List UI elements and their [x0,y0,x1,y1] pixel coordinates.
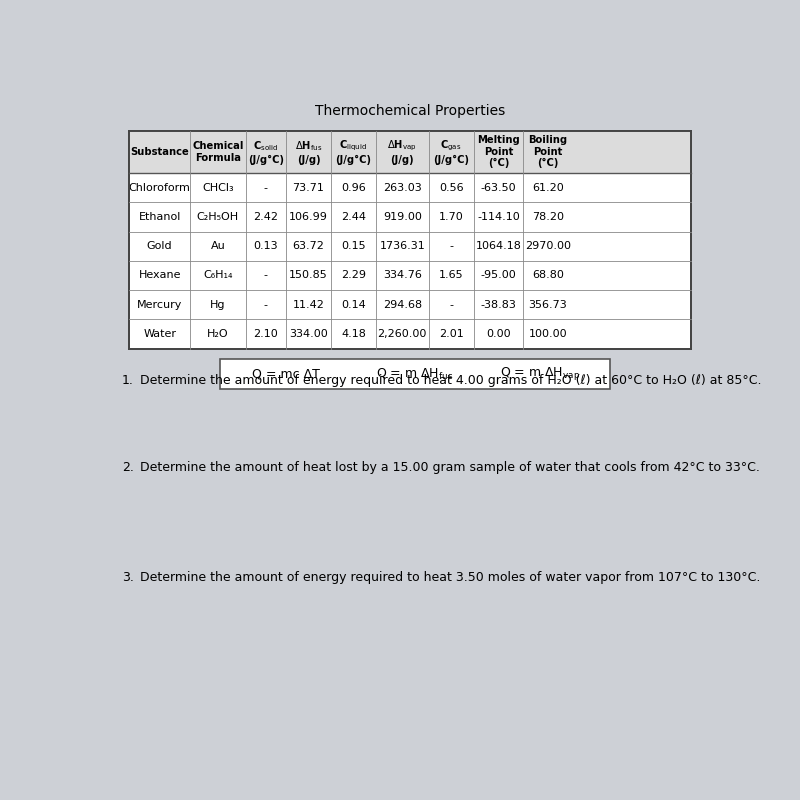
Text: 0.15: 0.15 [341,241,366,251]
Text: 150.85: 150.85 [289,270,328,281]
Text: 106.99: 106.99 [289,212,328,222]
Bar [130,130,690,173]
Text: 0.14: 0.14 [341,300,366,310]
Text: Boiling
Point
(°C): Boiling Point (°C) [528,135,567,169]
Text: C$_{\mathrm{liquid}}$
(J/g°C): C$_{\mathrm{liquid}}$ (J/g°C) [335,138,371,165]
Text: 2.10: 2.10 [254,329,278,339]
Text: H₂O: H₂O [207,329,229,339]
Text: 1.70: 1.70 [438,212,463,222]
Text: 919.00: 919.00 [383,212,422,222]
Text: Q = mc ΔT: Q = mc ΔT [253,367,320,381]
Text: Determine the amount of energy required to heat 3.50 moles of water vapor from 1: Determine the amount of energy required … [140,570,761,584]
Text: C$_{\mathrm{gas}}$
(J/g°C): C$_{\mathrm{gas}}$ (J/g°C) [433,138,469,165]
Text: CHCl₃: CHCl₃ [202,182,234,193]
Text: 0.56: 0.56 [438,182,463,193]
Bar [130,130,690,349]
Text: 11.42: 11.42 [293,300,325,310]
Text: C₆H₁₄: C₆H₁₄ [203,270,233,281]
Text: 2,260.00: 2,260.00 [378,329,427,339]
Text: 2.: 2. [122,461,134,474]
Text: 2.01: 2.01 [438,329,463,339]
Text: -38.83: -38.83 [481,300,516,310]
Text: 68.80: 68.80 [532,270,564,281]
Text: 2.29: 2.29 [341,270,366,281]
Text: Determine the amount of heat lost by a 15.00 gram sample of water that cools fro: Determine the amount of heat lost by a 1… [140,461,760,474]
Text: 73.71: 73.71 [293,182,325,193]
Text: -114.10: -114.10 [477,212,520,222]
Text: C$_{\mathrm{solid}}$
(J/g°C): C$_{\mathrm{solid}}$ (J/g°C) [248,139,284,165]
Text: 294.68: 294.68 [382,300,422,310]
Text: Q = m ΔH$_{\mathrm{vap}}$: Q = m ΔH$_{\mathrm{vap}}$ [500,366,580,382]
Text: -: - [264,300,268,310]
Text: 1064.18: 1064.18 [475,241,522,251]
Text: Hexane: Hexane [138,270,181,281]
Text: Ethanol: Ethanol [138,212,181,222]
Text: 356.73: 356.73 [529,300,567,310]
Text: 0.13: 0.13 [254,241,278,251]
Text: -: - [449,241,453,251]
Text: 2.42: 2.42 [254,212,278,222]
Text: 1.: 1. [122,374,134,387]
Text: -95.00: -95.00 [481,270,516,281]
Text: -: - [449,300,453,310]
Text: Mercury: Mercury [137,300,182,310]
Text: Chloroform: Chloroform [129,182,190,193]
Text: 2.44: 2.44 [341,212,366,222]
Text: 0.00: 0.00 [486,329,510,339]
Text: -63.50: -63.50 [481,182,516,193]
Text: 334.76: 334.76 [383,270,422,281]
Text: Hg: Hg [210,300,226,310]
Text: 1736.31: 1736.31 [379,241,425,251]
Text: -: - [264,182,268,193]
Text: 3.: 3. [122,570,134,584]
Text: Thermochemical Properties: Thermochemical Properties [315,104,505,118]
Text: 0.96: 0.96 [341,182,366,193]
Text: 1.65: 1.65 [438,270,463,281]
Text: 4.18: 4.18 [341,329,366,339]
Text: Q = m ΔH$_{\mathrm{fus}}$: Q = m ΔH$_{\mathrm{fus}}$ [376,366,454,382]
Text: 100.00: 100.00 [529,329,567,339]
Text: Chemical
Formula: Chemical Formula [192,141,243,162]
Text: 2970.00: 2970.00 [525,241,571,251]
Bar [220,359,610,389]
Text: Determine the amount of energy required to heat 4.00 grams of H₂O (ℓ) at 60°C to: Determine the amount of energy required … [140,374,762,387]
Text: C₂H₅OH: C₂H₅OH [197,212,239,222]
Text: -: - [264,270,268,281]
Text: 63.72: 63.72 [293,241,325,251]
Text: Au: Au [210,241,225,251]
Text: $\Delta$H$_{\mathrm{fus}}$
(J/g): $\Delta$H$_{\mathrm{fus}}$ (J/g) [294,139,322,165]
Text: 78.20: 78.20 [532,212,564,222]
Text: Gold: Gold [147,241,173,251]
Text: 61.20: 61.20 [532,182,564,193]
Text: 334.00: 334.00 [289,329,328,339]
Text: $\Delta$H$_{\mathrm{vap}}$
(J/g): $\Delta$H$_{\mathrm{vap}}$ (J/g) [387,139,417,165]
Text: 263.03: 263.03 [383,182,422,193]
Text: Water: Water [143,329,176,339]
Text: Substance: Substance [130,147,189,157]
Text: Melting
Point
(°C): Melting Point (°C) [477,135,520,169]
